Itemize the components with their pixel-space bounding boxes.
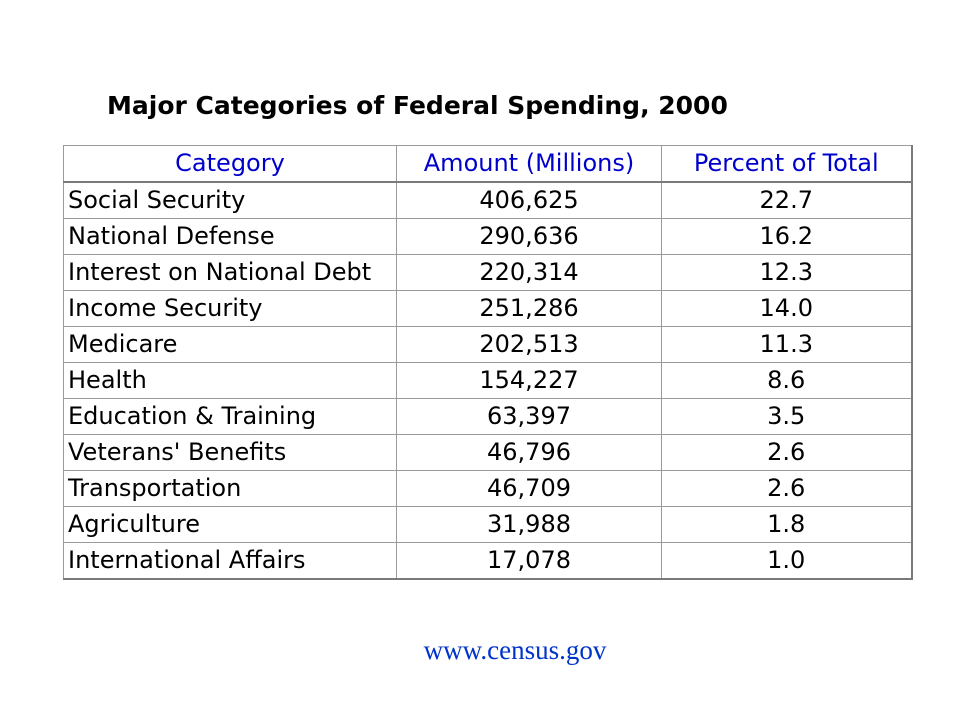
table-row: Agriculture 31,988 1.8	[63, 506, 912, 543]
table-row: Income Security 251,286 14.0	[63, 290, 912, 327]
category-cell: Agriculture	[63, 506, 397, 543]
percent-cell: 14.0	[661, 290, 912, 327]
amount-cell: 46,709	[396, 470, 662, 507]
percent-cell: 3.5	[661, 398, 912, 435]
table-row: Medicare 202,513 11.3	[63, 326, 912, 363]
table-row: Interest on National Debt 220,314 12.3	[63, 254, 912, 291]
percent-cell: 1.0	[661, 542, 912, 580]
category-cell: International Affairs	[63, 542, 397, 580]
category-cell: Veterans' Benefits	[63, 434, 397, 471]
amount-cell: 290,636	[396, 218, 662, 255]
percent-cell: 11.3	[661, 326, 912, 363]
table-row: Health 154,227 8.6	[63, 362, 912, 399]
table-row: Veterans' Benefits 46,796 2.6	[63, 434, 912, 471]
page-title: Major Categories of Federal Spending, 20…	[107, 91, 728, 120]
table-row: Education & Training 63,397 3.5	[63, 398, 912, 435]
percent-cell: 12.3	[661, 254, 912, 291]
amount-cell: 46,796	[396, 434, 662, 471]
category-cell: Medicare	[63, 326, 397, 363]
percent-cell: 1.8	[661, 506, 912, 543]
column-header-percent: Percent of Total	[661, 145, 912, 183]
amount-cell: 251,286	[396, 290, 662, 327]
percent-cell: 2.6	[661, 470, 912, 507]
amount-cell: 154,227	[396, 362, 662, 399]
percent-cell: 16.2	[661, 218, 912, 255]
category-cell: Health	[63, 362, 397, 399]
amount-cell: 220,314	[396, 254, 662, 291]
source-link[interactable]: www.census.gov	[423, 635, 607, 665]
category-cell: Transportation	[63, 470, 397, 507]
column-header-category: Category	[63, 145, 397, 183]
table-header: Category Amount (Millions) Percent of To…	[63, 145, 912, 183]
amount-cell: 63,397	[396, 398, 662, 435]
table-row: National Defense 290,636 16.2	[63, 218, 912, 255]
percent-cell: 8.6	[661, 362, 912, 399]
table-row: Transportation 46,709 2.6	[63, 470, 912, 507]
amount-cell: 31,988	[396, 506, 662, 543]
amount-cell: 17,078	[396, 542, 662, 580]
category-cell: Interest on National Debt	[63, 254, 397, 291]
category-cell: Social Security	[63, 181, 397, 219]
percent-cell: 22.7	[661, 181, 912, 219]
amount-cell: 406,625	[396, 181, 662, 219]
table-row: International Affairs 17,078 1.0	[63, 542, 912, 580]
category-cell: Income Security	[63, 290, 397, 327]
percent-cell: 2.6	[661, 434, 912, 471]
table-body: Social Security 406,625 22.7 National De…	[63, 181, 912, 580]
amount-cell: 202,513	[396, 326, 662, 363]
category-cell: National Defense	[63, 218, 397, 255]
spending-table: Category Amount (Millions) Percent of To…	[63, 145, 913, 580]
table-row: Social Security 406,625 22.7	[63, 181, 912, 219]
column-header-amount: Amount (Millions)	[396, 145, 662, 183]
header-row: Category Amount (Millions) Percent of To…	[63, 145, 912, 183]
category-cell: Education & Training	[63, 398, 397, 435]
